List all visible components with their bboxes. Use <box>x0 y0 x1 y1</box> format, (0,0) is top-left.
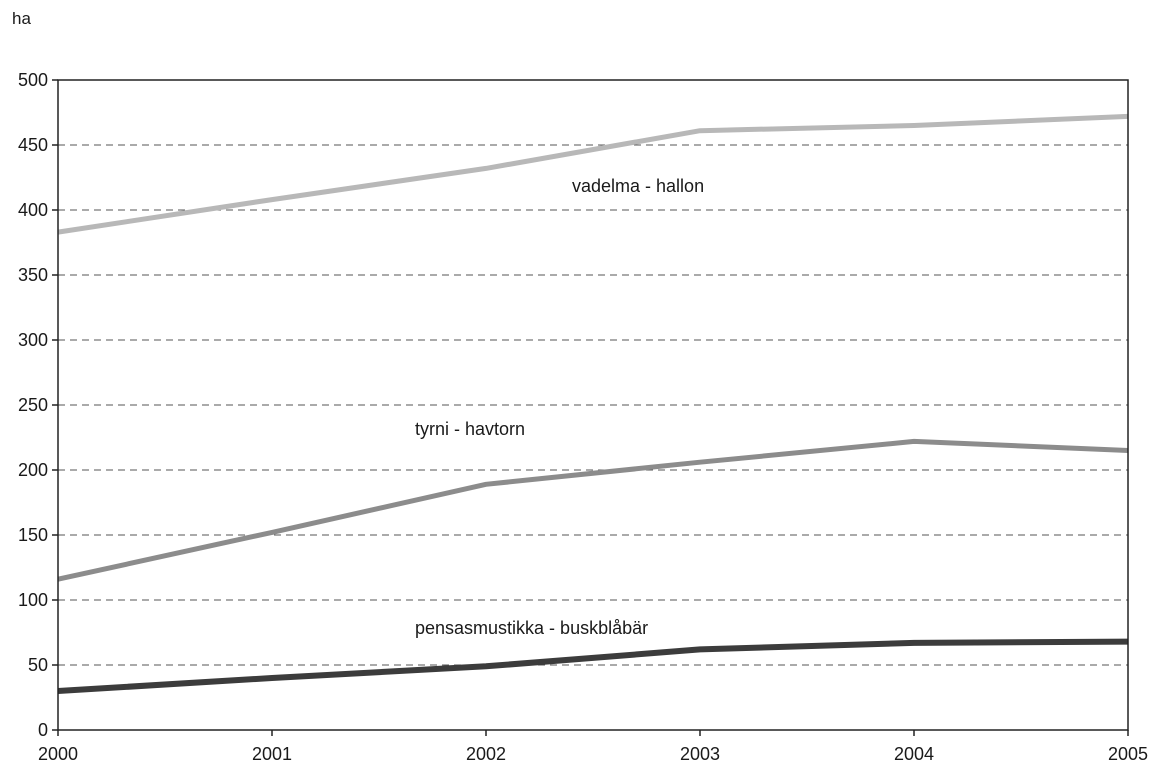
x-tick-label: 2001 <box>252 744 292 764</box>
y-tick-label: 500 <box>18 70 48 90</box>
series-line <box>58 441 1128 579</box>
x-axis-ticks: 2000 2001 2002 2003 2004 2005 <box>38 730 1148 764</box>
gridlines <box>58 145 1128 665</box>
y-axis-ticks: 0 50 100 150 200 250 300 350 400 450 500 <box>18 70 58 740</box>
y-axis-unit-label: ha <box>12 9 31 28</box>
y-tick-label: 0 <box>38 720 48 740</box>
series-lines <box>58 116 1128 691</box>
x-tick-label: 2004 <box>894 744 934 764</box>
y-tick-label: 200 <box>18 460 48 480</box>
x-tick-label: 2005 <box>1108 744 1148 764</box>
y-tick-label: 450 <box>18 135 48 155</box>
y-tick-label: 100 <box>18 590 48 610</box>
y-tick-label: 150 <box>18 525 48 545</box>
series-label: vadelma - hallon <box>572 176 704 196</box>
y-tick-label: 250 <box>18 395 48 415</box>
series-line <box>58 642 1128 691</box>
series-label: tyrni - havtorn <box>415 419 525 439</box>
x-tick-label: 2003 <box>680 744 720 764</box>
series-labels: vadelma - hallon tyrni - havtorn pensasmus… <box>415 176 704 638</box>
y-tick-label: 400 <box>18 200 48 220</box>
y-tick-label: 350 <box>18 265 48 285</box>
x-tick-label: 2002 <box>466 744 506 764</box>
series-label: pensasmustikka - buskblåbär <box>415 618 648 638</box>
y-tick-label: 50 <box>28 655 48 675</box>
series-line <box>58 116 1128 232</box>
y-tick-label: 300 <box>18 330 48 350</box>
x-tick-label: 2000 <box>38 744 78 764</box>
